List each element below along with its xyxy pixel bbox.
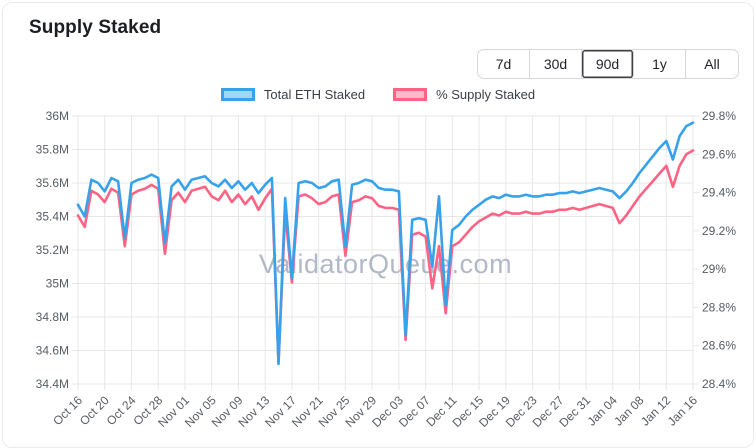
x-tick-label: Oct 16 xyxy=(50,393,85,428)
legend-label: Total ETH Staked xyxy=(263,87,366,102)
y-left-tick-label: 35.2M xyxy=(36,243,69,257)
chart-legend: Total ETH Staked % Supply Staked xyxy=(3,87,753,102)
time-range-selector: 7d 30d 90d 1y All xyxy=(477,49,739,79)
page-title: Supply Staked xyxy=(29,17,162,38)
y-left-tick-label: 35M xyxy=(46,277,69,291)
x-tick-label: Dec 31 xyxy=(556,393,593,430)
y-right-tick-label: 28.4% xyxy=(702,377,736,391)
y-left-tick-label: 34.8M xyxy=(36,310,69,324)
x-tick-label: Jan 16 xyxy=(665,393,701,429)
range-button-30d[interactable]: 30d xyxy=(530,50,582,78)
y-left-tick-label: 35.4M xyxy=(36,210,69,224)
legend-label: % Supply Staked xyxy=(436,87,536,102)
y-left-tick-label: 35.8M xyxy=(36,143,69,157)
y-right-tick-label: 29.6% xyxy=(702,147,736,161)
legend-item-total-eth-staked[interactable]: Total ETH Staked xyxy=(220,87,366,102)
y-left-tick-label: 36M xyxy=(46,109,69,123)
range-button-7d[interactable]: 7d xyxy=(478,50,530,78)
y-right-tick-label: 29% xyxy=(702,262,726,276)
legend-swatch xyxy=(393,88,428,101)
supply-staked-chart[interactable]: 36M 35.8M 35.6M 35.4M 35.2M 35M 34.8M 34.6M 34.4… xyxy=(3,103,754,448)
range-button-90d[interactable]: 90d xyxy=(582,50,634,78)
watermark-text: ValidatorQueue.com xyxy=(259,249,512,279)
y-right-tick-label: 29.2% xyxy=(702,224,736,238)
x-tick-label: Oct 20 xyxy=(77,393,112,428)
y-right-tick-label: 29.8% xyxy=(702,109,736,123)
range-button-all[interactable]: All xyxy=(686,50,738,78)
y-left-tick-label: 34.6M xyxy=(36,344,69,358)
y-left-tick-label: 34.4M xyxy=(36,377,69,391)
total-eth-staked-line xyxy=(76,121,695,366)
y-right-tick-label: 28.8% xyxy=(702,300,736,314)
y-right-tick-label: 29.4% xyxy=(702,186,736,200)
y-right-tick-label: 28.6% xyxy=(702,339,736,353)
legend-swatch xyxy=(220,88,255,101)
range-button-1y[interactable]: 1y xyxy=(634,50,686,78)
y-left-tick-label: 35.6M xyxy=(36,176,69,190)
legend-item-percent-supply-staked[interactable]: % Supply Staked xyxy=(393,87,535,102)
percent-supply-staked-line xyxy=(76,149,695,365)
x-tick-label: Oct 24 xyxy=(104,393,139,428)
